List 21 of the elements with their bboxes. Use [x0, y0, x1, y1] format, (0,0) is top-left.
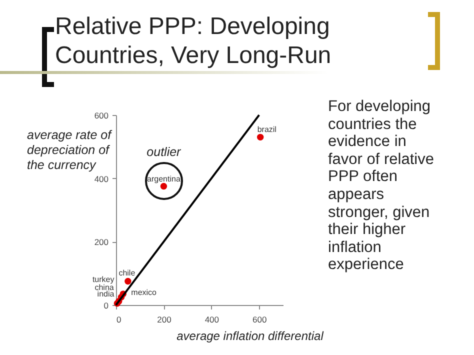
- series-label: argentina: [147, 174, 181, 184]
- x-tick-label: 200: [157, 314, 172, 324]
- y-tick-label: 200: [94, 237, 109, 248]
- x-tick-label: 600: [252, 314, 268, 324]
- x-axis-title: average inflation differential: [176, 329, 325, 343]
- annotation: outlier: [146, 145, 182, 160]
- series-label: mexico: [131, 288, 158, 297]
- x-tick-label: 400: [204, 314, 220, 324]
- series-label: brazil: [257, 125, 277, 134]
- point: [124, 278, 132, 285]
- series-label: turkey: [92, 275, 114, 284]
- text: For developing countries the evidence in favor of relative PPP often appears stronger, given their higher inflation experience: [328, 98, 434, 274]
- series-label: chile: [118, 268, 136, 278]
- y-tick-label: 0: [104, 300, 109, 310]
- series-label: india: [97, 289, 115, 298]
- y-axis-title: average rate of depreciation of the currency: [27, 128, 114, 173]
- y-tick-label: 400: [94, 174, 109, 184]
- x-tick-label: 0: [116, 314, 122, 324]
- y-tick-label: 600: [94, 110, 109, 120]
- point: [256, 134, 264, 141]
- chart-title: Relative PPP: Developing Countries, Very Long-Run: [55, 12, 332, 70]
